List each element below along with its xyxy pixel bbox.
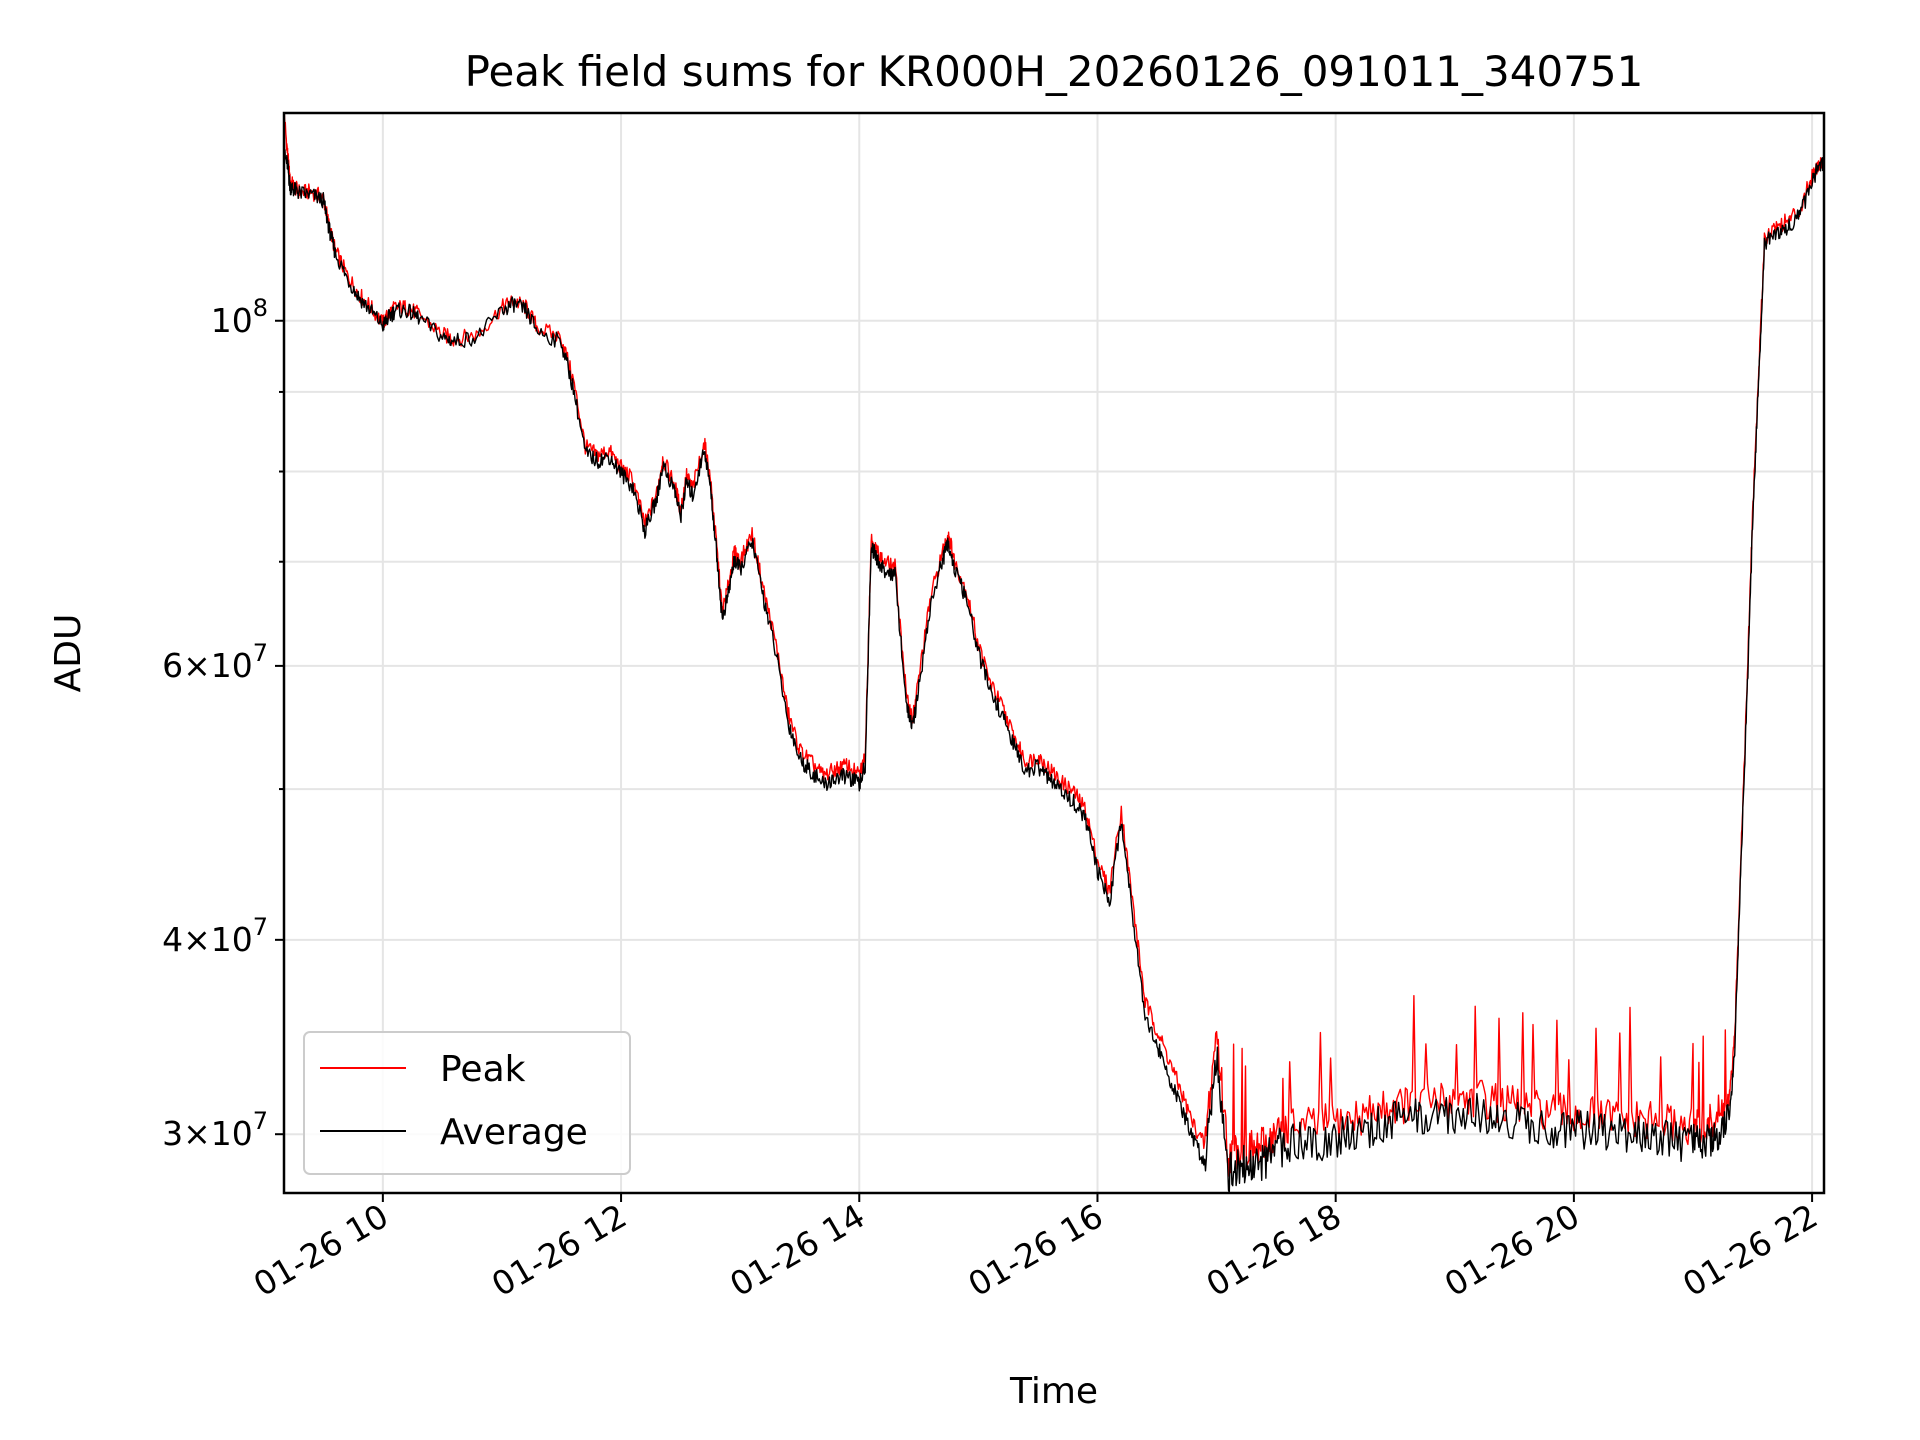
legend-label-average: Average (440, 1112, 588, 1153)
legend: Peak Average (303, 1031, 631, 1175)
series-line-average (284, 149, 1824, 1193)
y-tick-exponent: 8 (253, 294, 268, 322)
y-tick-label: 6×107​ (162, 639, 268, 685)
chart-title: Peak field sums for KR000H_20260126_0910… (465, 47, 1644, 96)
y-tick-base: 3×10 (162, 1114, 253, 1153)
plot-frame (282, 111, 1826, 1195)
y-tick-label: 108​ (211, 294, 268, 340)
y-axis: 108​ 6×107​ 4×107​ 3×107​ (162, 294, 284, 1153)
legend-label-peak: Peak (440, 1049, 526, 1090)
y-tick-label: 4×107​ (162, 913, 268, 959)
y-tick-exponent: 7 (253, 639, 268, 667)
y-axis-label: ADU (48, 614, 89, 693)
y-tick-base: 4×10 (162, 920, 253, 959)
y-tick-base: 6×10 (162, 646, 253, 685)
y-tick-exponent: 7 (253, 913, 268, 941)
series-layer (284, 113, 1824, 1193)
y-tick-exponent: 7 (253, 1107, 268, 1135)
y-tick-label: 3×107​ (162, 1107, 268, 1153)
x-axis-label: Time (1009, 1371, 1098, 1412)
y-tick-base: 10 (211, 301, 253, 340)
